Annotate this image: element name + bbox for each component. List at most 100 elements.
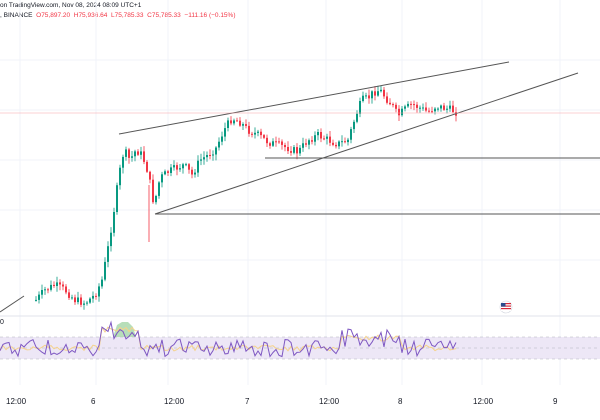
candle-body: [59, 282, 61, 285]
candle-body: [353, 121, 355, 130]
candle-body: [68, 292, 70, 298]
x-tick-label: 6: [91, 397, 96, 406]
candle-body: [326, 136, 328, 139]
candle-body: [296, 147, 298, 154]
candle-body: [128, 149, 130, 158]
time-axis[interactable]: 12:00 6 12:00 7 12:00 8 12:00 9: [6, 397, 558, 406]
candle-body: [179, 168, 181, 170]
candle-body: [110, 232, 112, 247]
x-tick-label: 9: [553, 397, 558, 406]
candle-body: [452, 105, 454, 113]
ohlc-high: H75,936.64: [73, 12, 108, 19]
candle-body: [140, 151, 142, 155]
candle-body: [107, 246, 109, 262]
candle-body: [257, 131, 259, 133]
candle-body: [230, 120, 232, 124]
candle-body: [101, 279, 103, 287]
candle-body: [419, 107, 421, 109]
candle-body: [77, 297, 79, 303]
candle-body: [86, 302, 88, 304]
candle-body: [332, 142, 334, 145]
candle-body: [389, 102, 391, 105]
trendline-lower[interactable]: [154, 72, 579, 215]
candle-body: [182, 164, 184, 169]
candle-body: [80, 297, 82, 305]
candle-body: [428, 110, 430, 112]
trendline-upper[interactable]: [118, 61, 510, 135]
candle-body: [44, 289, 46, 291]
candle-body: [356, 113, 358, 122]
candle-body: [251, 133, 253, 135]
candle-body: [314, 135, 316, 142]
candle-body: [74, 297, 76, 303]
candle-body: [53, 284, 55, 286]
candle-body: [410, 103, 412, 105]
candle-body: [380, 89, 382, 92]
candle-body: [275, 141, 277, 143]
candle-body: [149, 171, 151, 180]
candle-body: [98, 286, 100, 297]
candle-body: [263, 135, 265, 138]
candle-body: [401, 108, 403, 116]
candle-body: [362, 95, 364, 101]
candle-body: [320, 132, 322, 139]
us-flag-icon[interactable]: [499, 300, 513, 314]
ohlc-open: O75,897.20: [36, 12, 71, 19]
candle-body: [227, 120, 229, 128]
candle-body: [350, 129, 352, 140]
candle-body: [143, 151, 145, 162]
candle-body: [365, 95, 367, 97]
candle-body: [164, 171, 166, 175]
rsi-panel-label: 0: [0, 319, 4, 326]
candle-body: [269, 143, 271, 146]
trendline-left[interactable]: [0, 295, 25, 313]
candle-body: [161, 174, 163, 183]
x-tick-label: 12:00: [473, 397, 494, 406]
x-tick-label: 12:00: [319, 397, 340, 406]
candle-body: [341, 141, 343, 143]
rsi-line: [0, 320, 457, 358]
candle-body: [395, 104, 397, 109]
rsi-ma-line: [0, 325, 457, 352]
candle-body: [65, 286, 67, 293]
rsi-panel[interactable]: 0: [0, 319, 600, 360]
candle-body: [329, 136, 331, 143]
candle-body: [338, 141, 340, 147]
candle-body: [158, 182, 160, 196]
candle-body: [41, 290, 43, 295]
drawing-layer[interactable]: [0, 61, 600, 313]
ohlc-low: L75,785.33: [111, 12, 144, 19]
candle-body: [371, 91, 373, 99]
candle-body: [194, 172, 196, 175]
candle-body: [260, 131, 262, 136]
candle-body: [299, 147, 301, 154]
candle-body: [89, 298, 91, 303]
candle-body: [116, 185, 118, 212]
candle-body: [302, 143, 304, 148]
candle-body: [35, 299, 37, 301]
candle-body: [233, 120, 235, 124]
candle-body: [335, 144, 337, 147]
candle-body: [323, 138, 325, 140]
candle-body: [167, 171, 169, 173]
candle-body: [47, 289, 49, 291]
candle-body: [266, 137, 268, 144]
candle-body: [245, 124, 247, 126]
candle-body: [359, 101, 361, 114]
candle-body: [422, 107, 424, 109]
candle-body: [242, 124, 244, 126]
candle-body: [416, 104, 418, 108]
candle-body: [104, 261, 106, 280]
candle-body: [197, 160, 199, 173]
candle-body: [413, 104, 415, 106]
candle-body: [284, 145, 286, 148]
candle-body: [155, 196, 157, 203]
candle-body: [137, 151, 139, 155]
candle-body: [368, 95, 370, 99]
candle-body: [293, 147, 295, 153]
candle-body: [290, 151, 292, 153]
candle-body: [272, 141, 274, 146]
candle-body: [92, 295, 94, 299]
candle-body: [449, 105, 451, 109]
